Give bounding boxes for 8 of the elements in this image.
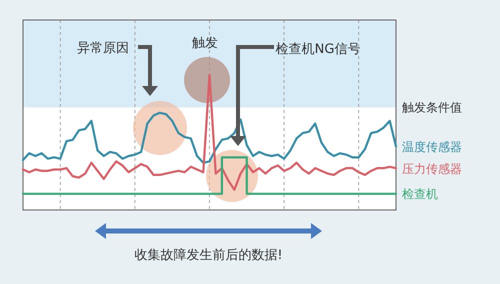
series-label: 检查机 — [402, 187, 438, 201]
text: 检查机NG信号 — [276, 42, 360, 57]
text: 触发 — [192, 36, 218, 51]
series-label: 温度传感器 — [402, 140, 462, 154]
text: 收集故障发生前后的数据! — [134, 248, 283, 263]
series-label: 压力传感器 — [402, 162, 462, 176]
text: 异常原因 — [77, 41, 129, 56]
band-label: 触发条件值 — [402, 100, 462, 115]
